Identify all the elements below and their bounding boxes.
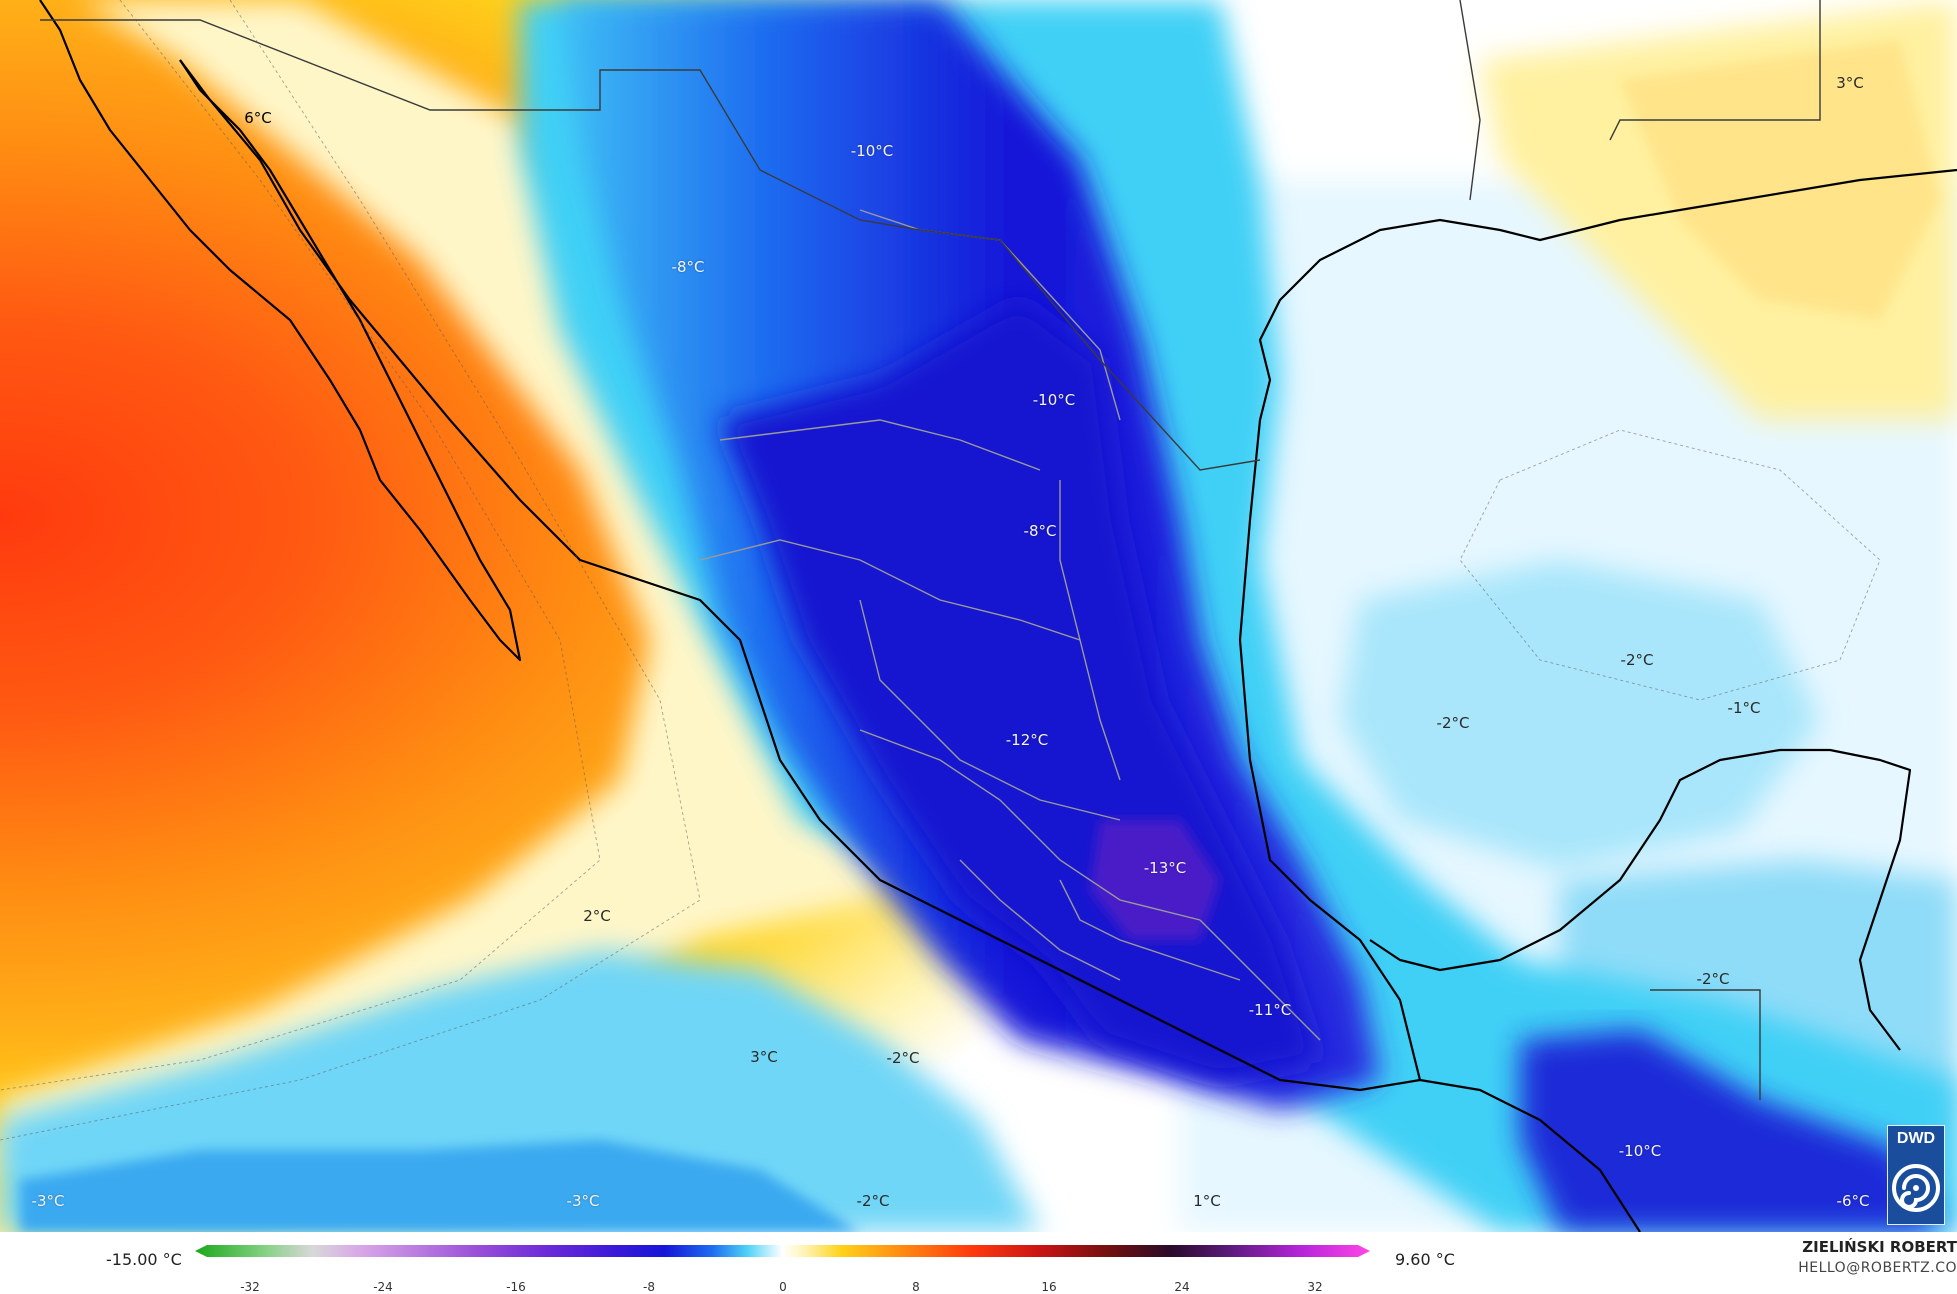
dwd-logo: DWD [1887, 1125, 1945, 1225]
colorbar-tick: 8 [912, 1280, 920, 1294]
us-yellow-core [1620, 40, 1940, 320]
country-borders [40, 0, 1821, 1100]
colorbar-gradient [195, 1245, 1370, 1257]
colorbar [195, 1245, 1370, 1257]
colorbar-tick: -16 [506, 1280, 526, 1294]
guatemala-cold [1520, 1030, 1940, 1232]
coastal-pale-band [0, 0, 900, 1232]
colorbar-tick: 32 [1307, 1280, 1323, 1294]
legend-min-label: -15.00 °C [106, 1250, 182, 1269]
contour-lines [0, 0, 1881, 1141]
gulf-cyan-patch [1340, 560, 1820, 870]
dwd-logo-text: DWD [1896, 1130, 1936, 1147]
cold-purple-core [1090, 820, 1220, 940]
colorbar-tick: 0 [779, 1280, 787, 1294]
colorbar-tick: -24 [373, 1280, 393, 1294]
colorbar-tick: 16 [1041, 1280, 1057, 1294]
colorbar-tick: 24 [1174, 1280, 1190, 1294]
coastlines [39, 0, 1957, 1232]
spiral-icon [1892, 1164, 1940, 1212]
legend-max-label: 9.60 °C [1395, 1250, 1455, 1269]
colorbar-tick: -8 [643, 1280, 655, 1294]
pacific-cold-core [20, 1140, 860, 1232]
author-email[interactable]: HELLO@ROBERTZ.CO [1798, 1260, 1957, 1276]
author-name: ZIELIŃSKI ROBERT [1802, 1238, 1957, 1256]
legend-bar: -15.00 °C -32 -24 -16 -8 0 8 16 24 32 9.… [0, 1232, 1957, 1294]
colorbar-tick: -32 [240, 1280, 260, 1294]
temperature-map [0, 0, 1957, 1232]
